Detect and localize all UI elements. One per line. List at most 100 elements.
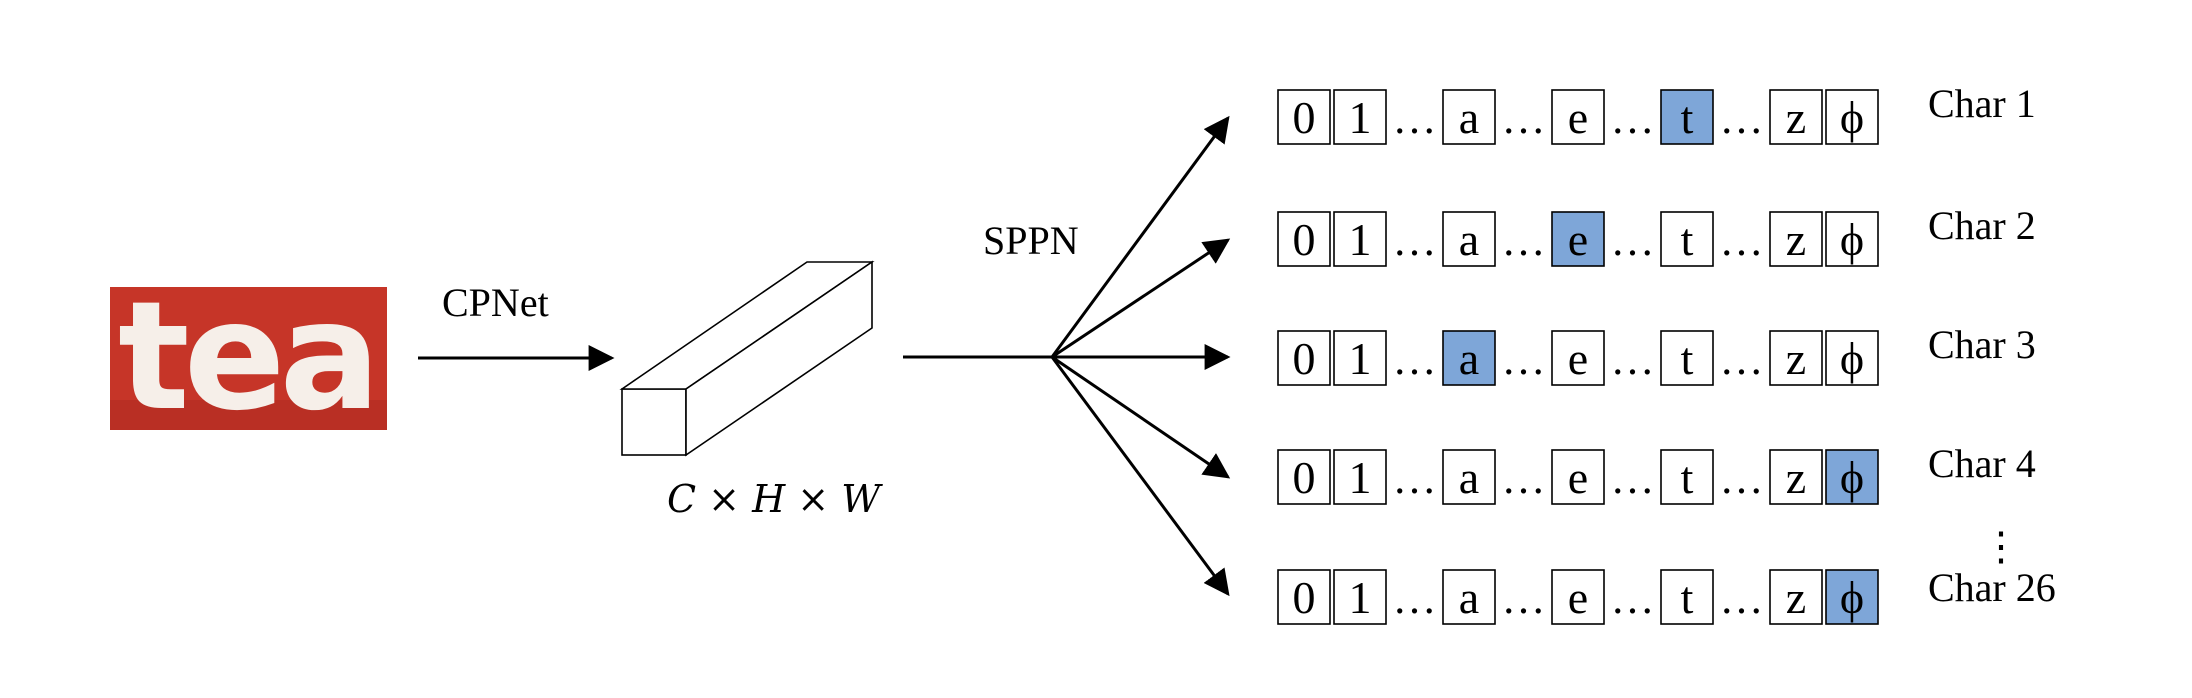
- char-cell: [1551, 569, 1605, 625]
- char-cell: [1769, 89, 1823, 145]
- ellipsis-cell: …: [1502, 94, 1546, 143]
- ellipsis-cell: …: [1502, 454, 1546, 503]
- branch-arrow-2: [1051, 238, 1231, 359]
- char-cell-text: z: [1786, 92, 1806, 143]
- char-cell-text: 1: [1349, 214, 1372, 265]
- highlighted-char-cell: [1442, 330, 1496, 386]
- sppn-arrows: [903, 115, 1231, 597]
- char-cell: [1277, 330, 1331, 386]
- char-cell: [1333, 569, 1387, 625]
- char-cell-text: 0: [1293, 92, 1316, 143]
- char-cell: [1660, 211, 1714, 267]
- char-cell-text: 1: [1349, 452, 1372, 503]
- highlighted-char-cell: [1660, 89, 1714, 145]
- char-cell-text: 0: [1293, 572, 1316, 623]
- highlighted-char-cell: [1551, 211, 1605, 267]
- char-cell: [1660, 330, 1714, 386]
- char-cell-text: ϕ: [1840, 452, 1864, 503]
- char-cell-text: ϕ: [1840, 214, 1864, 265]
- char-cell-text: 0: [1293, 452, 1316, 503]
- char-cell: [1769, 211, 1823, 267]
- char-cell-text: e: [1568, 92, 1588, 143]
- char-cell: [1769, 449, 1823, 505]
- char-cell-text: t: [1681, 333, 1694, 384]
- ellipsis-cell: …: [1393, 335, 1437, 384]
- vertical-ellipsis: ⋮: [1981, 524, 2021, 569]
- char-cell: [1333, 449, 1387, 505]
- char-cell: [1277, 211, 1331, 267]
- ellipsis-cell: …: [1393, 574, 1437, 623]
- feature-tensor: [619, 260, 875, 457]
- character-rows: 0 1… a… e… t… z ϕ Char 10 1… a… e… t… z ϕ Char 20 1… a… e…: [1277, 81, 2056, 625]
- ellipsis-cell: …: [1720, 574, 1764, 623]
- tensor-side-face: [685, 260, 873, 457]
- input-image-word: tea: [118, 270, 375, 444]
- char-cell-text: t: [1681, 214, 1694, 265]
- char-cell-text: z: [1786, 214, 1806, 265]
- char-cell: [1660, 569, 1714, 625]
- char-row-label: Char 1: [1928, 81, 2036, 126]
- char-cell: [1769, 330, 1823, 386]
- char-cell: [1769, 569, 1823, 625]
- char-cell: [1277, 449, 1331, 505]
- char-cell-text: z: [1786, 333, 1806, 384]
- ellipsis-cell: …: [1611, 216, 1655, 265]
- char-cell: [1277, 569, 1331, 625]
- ellipsis-cell: …: [1502, 335, 1546, 384]
- char-row-label: Char 3: [1928, 322, 2036, 367]
- char-cell-text: t: [1681, 452, 1694, 503]
- ellipsis-cell: …: [1502, 216, 1546, 265]
- highlighted-char-cell: [1825, 449, 1879, 505]
- char-cell: [1333, 89, 1387, 145]
- feature-shape-label: C × H × W: [667, 477, 883, 521]
- char-cell: [1333, 211, 1387, 267]
- char-cell: [1825, 330, 1879, 386]
- char-cell-text: a: [1459, 452, 1479, 503]
- char-cell-text: e: [1568, 452, 1588, 503]
- char-row-label: Char 26: [1928, 565, 2056, 610]
- char-cell-text: z: [1786, 452, 1806, 503]
- branch-arrow-5: [1050, 356, 1230, 597]
- ellipsis-cell: …: [1393, 216, 1437, 265]
- char-cell: [1442, 89, 1496, 145]
- char-cell-text: 1: [1349, 333, 1372, 384]
- char-row-label: Char 4: [1928, 441, 2036, 486]
- ellipsis-cell: …: [1393, 454, 1437, 503]
- char-cell-text: a: [1459, 92, 1479, 143]
- char-cell: [1442, 449, 1496, 505]
- char-row: 0 1 … a … e … t … z ϕ Char 2: [1277, 203, 2036, 267]
- char-cell-text: 1: [1349, 92, 1372, 143]
- char-cell: [1825, 89, 1879, 145]
- char-row-label: Char 2: [1928, 203, 2036, 248]
- char-cell-text: ϕ: [1840, 333, 1864, 384]
- ellipsis-cell: …: [1502, 574, 1546, 623]
- char-cell-text: ϕ: [1840, 572, 1864, 623]
- ellipsis-cell: …: [1611, 335, 1655, 384]
- ellipsis-cell: …: [1611, 574, 1655, 623]
- ellipsis-cell: …: [1611, 454, 1655, 503]
- branch-arrow-1: [1050, 115, 1230, 358]
- char-cell: [1333, 330, 1387, 386]
- char-cell-text: 0: [1293, 333, 1316, 384]
- char-cell-text: t: [1681, 572, 1694, 623]
- cpnet-label: CPNet: [442, 280, 549, 325]
- input-image-shadow: [110, 400, 387, 430]
- char-cell: [1442, 211, 1496, 267]
- char-cell-text: 1: [1349, 572, 1372, 623]
- ellipsis-cell: …: [1393, 94, 1437, 143]
- sppn-label: SPPN: [983, 218, 1079, 263]
- char-cell: [1277, 89, 1331, 145]
- char-row: 0 1 … a … e … t … z ϕ Char 4: [1277, 441, 2036, 505]
- char-cell: [1551, 89, 1605, 145]
- char-cell-text: z: [1786, 572, 1806, 623]
- char-cell-text: e: [1568, 333, 1588, 384]
- ellipsis-cell: …: [1611, 94, 1655, 143]
- char-row: 0 1 … a … e … t … z ϕ Char 26: [1277, 565, 2056, 625]
- input-image: tea: [110, 270, 387, 444]
- ellipsis-cell: …: [1720, 454, 1764, 503]
- char-cell: [1551, 330, 1605, 386]
- char-cell-text: a: [1459, 572, 1479, 623]
- char-cell-text: ϕ: [1840, 92, 1864, 143]
- char-cell-text: a: [1459, 214, 1479, 265]
